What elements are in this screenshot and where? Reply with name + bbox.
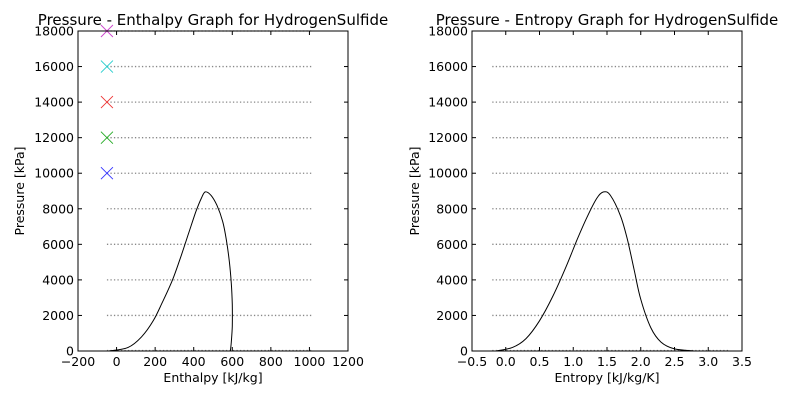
enthalpy-x-marker (100, 166, 114, 180)
enthalpy-x-marker (100, 131, 114, 144)
entropy-x-axis-label: Entropy [kJ/kg/K] (554, 370, 659, 385)
enthalpy-x-tick-label: 1000 (294, 354, 326, 369)
entropy-y-tick-label: 18000 (428, 24, 468, 39)
entropy-tick-labels: −0.5 0.0 0.5 1.0 1.5 2.0 2.5 3.0 3.5 0 2000 4000 600… (428, 24, 752, 370)
entropy-x-tick-label: 3.0 (698, 354, 718, 369)
enthalpy-y-tick-label: 4000 (42, 272, 74, 287)
enthalpy-y-tick-label: 14000 (34, 95, 74, 110)
enthalpy-y-axis-label: Pressure [kPa] (12, 147, 27, 236)
entropy-x-tick-label: 0.5 (530, 354, 550, 369)
enthalpy-x-tick-label: 800 (259, 354, 283, 369)
entropy-y-tick-label: 8000 (436, 201, 468, 216)
entropy-y-tick-label: 12000 (428, 130, 468, 145)
entropy-chart-title: Pressure - Entropy Graph for HydrogenSul… (436, 11, 779, 29)
entropy-y-tick-label: 2000 (436, 308, 468, 323)
entropy-x-tick-label: 2.5 (665, 354, 685, 369)
entropy-chart: Pressure - Entropy Graph for HydrogenSul… (407, 11, 778, 385)
enthalpy-y-tick-label: 2000 (42, 308, 74, 323)
enthalpy-x-marker (100, 60, 114, 73)
enthalpy-tick-labels: −200 0 200 400 600 800 1000 1200020004000600080… (34, 24, 364, 370)
entropy-y-tick-label: 16000 (428, 59, 468, 74)
enthalpy-y-tick-label: 10000 (34, 166, 74, 181)
enthalpy-x-axis-label: Enthalpy [kJ/kg] (163, 370, 262, 385)
entropy-saturation-curve (495, 191, 695, 352)
entropy-plot-frame (471, 30, 743, 352)
enthalpy-x-tick-label: 400 (182, 354, 206, 369)
enthalpy-y-tick-label: 16000 (34, 59, 74, 74)
entropy-x-tick-label: 0.0 (496, 354, 516, 369)
enthalpy-chart: Pressure - Enthalpy Graph for HydrogenSu… (12, 11, 388, 385)
enthalpy-x-tick-label: 600 (220, 354, 244, 369)
enthalpy-x-tick-label: 0 (113, 354, 121, 369)
entropy-x-tick-label: −0.5 (457, 354, 487, 369)
enthalpy-x-tick-label: 200 (143, 354, 167, 369)
enthalpy-x-marker (100, 95, 114, 109)
enthalpy-y-tick-label: 8000 (42, 201, 74, 216)
enthalpy-plot-frame (77, 30, 349, 352)
enthalpy-y-tick-label: 12000 (34, 130, 74, 145)
entropy-y-tick-label: 4000 (436, 272, 468, 287)
entropy-x-tick-label: 3.5 (732, 354, 752, 369)
entropy-y-tick-label: 6000 (436, 237, 468, 252)
enthalpy-y-tick-label: 18000 (34, 24, 74, 39)
entropy-y-tick-label: 10000 (428, 166, 468, 181)
enthalpy-chart-title: Pressure - Enthalpy Graph for HydrogenSu… (38, 11, 388, 29)
entropy-saturation-curve-group (495, 191, 695, 352)
enthalpy-y-tick-label: 0 (66, 344, 74, 359)
enthalpy-saturation-curve-group (108, 191, 233, 352)
entropy-x-tick-label: 1.5 (597, 354, 617, 369)
entropy-x-tick-label: 1.0 (563, 354, 583, 369)
entropy-y-tick-label: 14000 (428, 95, 468, 110)
entropy-y-tick-label: 0 (460, 344, 468, 359)
enthalpy-x-tick-label: −200 (61, 354, 95, 369)
enthalpy-saturation-curve (108, 191, 233, 352)
entropy-x-tick-label: 2.0 (631, 354, 651, 369)
entropy-y-axis-label: Pressure [kPa] (407, 147, 422, 236)
enthalpy-x-tick-label: 1200 (332, 354, 364, 369)
enthalpy-y-tick-label: 6000 (42, 237, 74, 252)
